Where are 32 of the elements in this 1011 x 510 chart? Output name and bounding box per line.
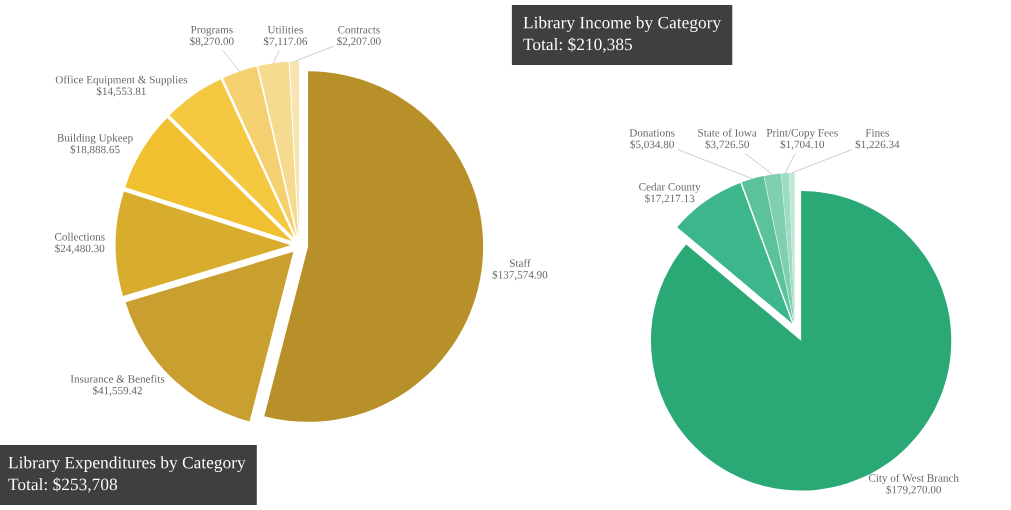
slice-label: Insurance & Benefits — [70, 374, 165, 383]
text: Total: $253,708 — [8, 477, 118, 493]
slice-label: Staff — [510, 259, 531, 267]
slice-label: Contracts — [338, 25, 380, 34]
slice-label: Building Upkeep — [57, 133, 133, 144]
data-label: $14,553.81 — [96, 86, 146, 97]
data-label: $3,726.50 — [705, 139, 750, 150]
slice-label: Office Equipment & Supplies — [55, 75, 188, 86]
data-label: $41,559.42 — [92, 386, 142, 396]
slice-label: City of West Branch — [868, 473, 959, 485]
slice-label: Programs — [190, 26, 233, 36]
slice-label: Fines — [865, 129, 889, 137]
slice-label: Donations — [629, 129, 675, 137]
data-label: $24,480.30 — [55, 244, 105, 254]
data-label: $1,704.10 — [780, 139, 825, 150]
slice-label: Print/Copy Fees — [766, 129, 838, 139]
data-label: $18,888.65 — [70, 145, 120, 155]
data-label: $8,270.00 — [190, 36, 234, 47]
slice-label: Cedar County — [639, 182, 701, 193]
chart-subtitle: Total: $210,385 — [523, 37, 633, 53]
data-label: $1,226.34 — [855, 139, 900, 150]
data-label: $179,270.00 — [886, 485, 942, 495]
data-label: $17,217.13 — [645, 194, 695, 204]
data-label: $2,207.00 — [337, 36, 381, 47]
slice-label: Utilities — [267, 25, 303, 34]
data-label: $5,034.80 — [630, 139, 674, 150]
slice-label: State of Iowa — [698, 128, 757, 137]
data-label: $7,117.06 — [263, 36, 308, 47]
slice-label: Collections — [54, 232, 105, 241]
chart-title: Library Income by Category — [523, 16, 722, 33]
text: Library Expenditures by Category — [8, 456, 246, 473]
data-label: $137,574.90 — [492, 270, 548, 281]
